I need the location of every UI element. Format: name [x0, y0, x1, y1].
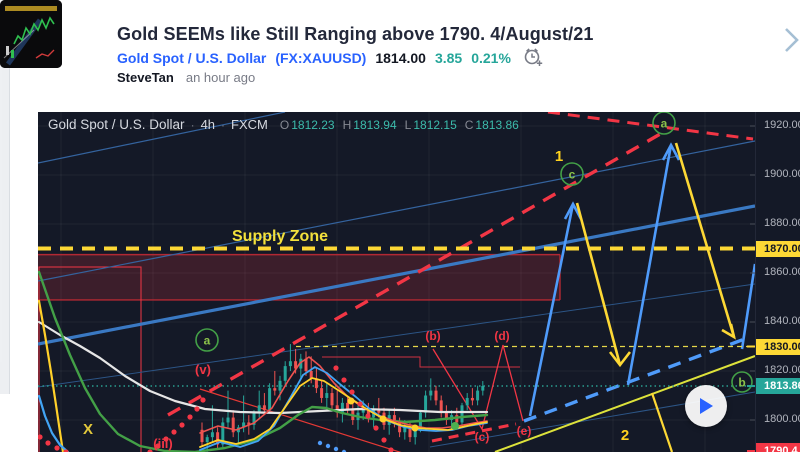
svg-text:(d): (d) — [494, 329, 509, 343]
symbol-link[interactable]: Gold Spot / U.S. Dollar — [117, 49, 267, 66]
price-change-pct: 0.21% — [471, 49, 511, 66]
open-value: 1812.23 — [291, 118, 335, 132]
chart-panel: a c a b Supply Zone 1 2 X (v) (iii) (b) (d) (c) (e) G… — [38, 112, 800, 452]
svg-text:(c): (c) — [475, 430, 490, 444]
svg-text:a: a — [661, 117, 668, 131]
time-ago: an hour ago — [185, 70, 256, 85]
last-price: 1814.00 — [375, 49, 426, 66]
svg-text:(b): (b) — [425, 329, 440, 343]
legend-symbol: Gold Spot / U.S. Dollar — [48, 117, 185, 132]
legend-ohlc: O 1812.23 H 1813.94 L 1812.15 C 1813.86 — [279, 118, 519, 132]
price-axis-label: 1813.86 — [756, 378, 800, 395]
svg-text:(e): (e) — [517, 424, 532, 438]
price-axis-label: 1840.00 — [764, 315, 800, 327]
ticker-row: Gold Spot / U.S. Dollar (FX:XAUUSD) 1814… — [117, 46, 545, 69]
svg-text:c: c — [569, 168, 576, 182]
price-axis-label: 1820.00 — [764, 364, 800, 376]
chart-canvas[interactable]: a c a b Supply Zone 1 2 X (v) (iii) (b) (d) (c) (e) — [38, 112, 800, 452]
price-axis-label: 1870.00 — [756, 240, 800, 257]
close-value: 1813.86 — [475, 118, 519, 132]
price-axis-label: 1880.00 — [764, 217, 800, 229]
play-icon — [700, 398, 713, 414]
play-button[interactable] — [685, 385, 727, 427]
price-axis-label: 1860.00 — [764, 266, 800, 278]
price-axis-label: 1800.00 — [764, 413, 800, 425]
price-axis-label: 1830.00 — [756, 338, 800, 355]
price-axis-label: 1920.00 — [764, 119, 800, 131]
idea-thumbnail[interactable] — [0, 0, 62, 68]
low-value: 1812.15 — [413, 118, 457, 132]
legend-interval: 4h — [200, 117, 216, 132]
svg-text:2: 2 — [621, 427, 629, 444]
price-axis[interactable]: 1920.00 1900.00 1880.00 1860.00 1840.00 1820.… — [755, 112, 800, 452]
author-row: SteveTan an hour ago — [117, 70, 255, 85]
svg-text:b: b — [738, 376, 745, 390]
chart-legend[interactable]: Gold Spot / U.S. Dollar · 4h · FXCM O 181… — [48, 117, 525, 132]
svg-text:Supply Zone: Supply Zone — [232, 228, 328, 245]
next-idea-chevron-icon[interactable] — [783, 26, 800, 54]
legend-exchange: FXCM — [231, 117, 268, 132]
left-rail — [0, 0, 10, 394]
left-rail-edge — [0, 0, 2, 362]
symbol-code[interactable]: (FX:XAUUSD) — [275, 49, 367, 66]
price-axis-label: 1790.4 — [756, 443, 800, 452]
svg-text:a: a — [204, 334, 211, 348]
idea-title[interactable]: Gold SEEMs like Still Ranging above 1790… — [117, 24, 594, 44]
add-alert-icon[interactable] — [522, 46, 545, 69]
price-change: 3.85 — [434, 49, 463, 66]
thumbnail-chart-art — [0, 0, 62, 68]
svg-text:1: 1 — [555, 148, 563, 165]
price-axis-label: 1900.00 — [764, 168, 800, 180]
svg-text:(iii): (iii) — [153, 436, 173, 451]
svg-text:(v): (v) — [195, 362, 211, 377]
high-value: 1813.94 — [353, 118, 397, 132]
author-name[interactable]: SteveTan — [117, 70, 174, 85]
svg-text:X: X — [83, 421, 93, 438]
